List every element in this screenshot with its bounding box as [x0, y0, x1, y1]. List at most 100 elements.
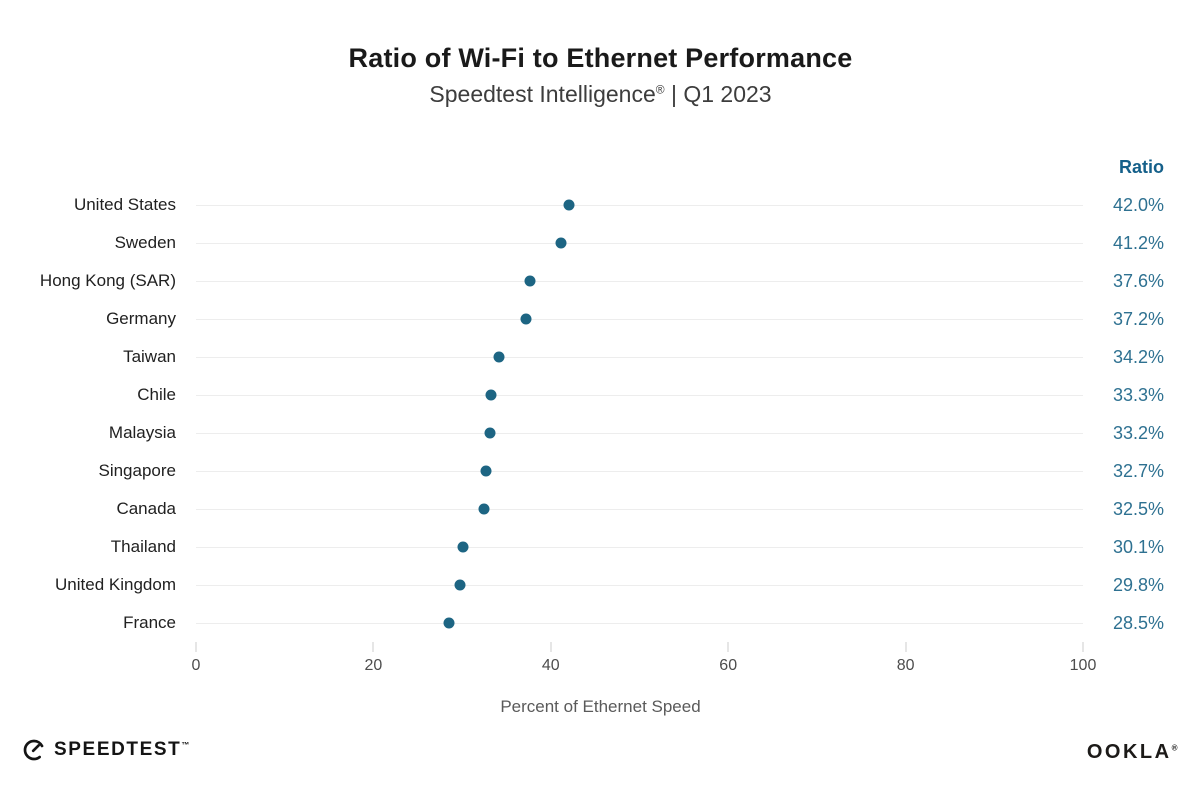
row-label: United Kingdom: [55, 575, 176, 594]
x-tick-mark: [905, 642, 907, 652]
chart-row: Canada 32.5%: [0, 490, 1201, 528]
data-point-dot: [480, 465, 492, 477]
data-point-dot: [457, 541, 469, 553]
row-ratio-value: 32.7%: [1112, 461, 1164, 481]
gridline: [196, 509, 1083, 510]
chart-row: United Kingdom 29.8%: [0, 566, 1201, 604]
row-track: [196, 604, 1083, 642]
gridline: [196, 205, 1083, 206]
gridline: [196, 357, 1083, 358]
row-track: [196, 186, 1083, 224]
gridline: [196, 433, 1083, 434]
x-tick-label: 40: [541, 657, 560, 674]
chart-row: Chile 33.3%: [0, 376, 1201, 414]
ookla-registered-mark: ®: [1171, 743, 1180, 753]
chart-row: Taiwan 34.2%: [0, 338, 1201, 376]
ookla-logo: OOKLA®: [1087, 741, 1180, 764]
row-label: Thailand: [110, 537, 176, 556]
row-track: [196, 338, 1083, 376]
x-axis: 0 20 40 60 80 100: [192, 642, 1096, 682]
row-track: [196, 566, 1083, 604]
speedtest-logo: SPEEDTEST™: [22, 738, 191, 762]
registered-mark: ®: [655, 82, 665, 97]
x-tick-label: 20: [364, 657, 383, 674]
ratio-column-header: Ratio: [1119, 157, 1164, 177]
row-label: Singapore: [98, 461, 176, 480]
x-tick-label: 60: [719, 657, 738, 674]
row-label: Chile: [137, 385, 176, 404]
row-ratio-value: 42.0%: [1112, 195, 1164, 215]
subtitle-brand: Speedtest Intelligence: [429, 81, 656, 107]
x-tick-label: 100: [1069, 657, 1097, 674]
data-point-dot: [555, 237, 567, 249]
row-ratio-value: 32.5%: [1112, 499, 1164, 519]
x-tick-mark: [372, 642, 374, 652]
row-label: Taiwan: [123, 347, 176, 366]
gridline: [196, 243, 1083, 244]
row-label: France: [123, 613, 176, 632]
row-label: United States: [73, 195, 176, 214]
data-point-dot: [493, 351, 505, 363]
gridline: [196, 471, 1083, 472]
row-track: [196, 452, 1083, 490]
row-ratio-value: 37.6%: [1112, 271, 1164, 291]
row-ratio-value: 41.2%: [1112, 233, 1164, 253]
row-ratio-value: 33.3%: [1112, 385, 1164, 405]
row-track: [196, 224, 1083, 262]
chart-rows: United States 42.0% Sweden 41.2% Hong Kong (…: [0, 186, 1201, 642]
x-tick-label: 0: [191, 657, 201, 674]
data-point-dot: [443, 617, 455, 629]
row-ratio-value: 30.1%: [1112, 537, 1164, 557]
data-point-dot: [454, 579, 466, 591]
row-track: [196, 300, 1083, 338]
chart-row: Sweden 41.2%: [0, 224, 1201, 262]
row-label: Sweden: [114, 233, 176, 252]
x-tick-mark: [1082, 642, 1084, 652]
chart-subtitle: Speedtest Intelligence® | Q1 2023: [0, 81, 1201, 108]
gridline: [196, 281, 1083, 282]
data-point-dot: [485, 389, 497, 401]
chart-row: United States 42.0%: [0, 186, 1201, 224]
row-label: Malaysia: [108, 423, 176, 442]
gridline: [196, 319, 1083, 320]
row-track: [196, 262, 1083, 300]
data-point-dot: [520, 313, 532, 325]
speedtest-wordmark: SPEEDTEST™: [54, 739, 191, 760]
data-point-dot: [484, 427, 496, 439]
chart-row: Malaysia 33.2%: [0, 414, 1201, 452]
row-ratio-value: 34.2%: [1112, 347, 1164, 367]
x-tick-mark: [550, 642, 552, 652]
row-track: [196, 528, 1083, 566]
subtitle-period: | Q1 2023: [664, 81, 772, 107]
chart-header: Ratio of Wi-Fi to Ethernet Performance S…: [0, 42, 1201, 108]
x-axis-title: Percent of Ethernet Speed: [500, 697, 701, 716]
row-track: [196, 490, 1083, 528]
x-tick-label: 80: [896, 657, 915, 674]
gridline: [196, 395, 1083, 396]
speedtest-gauge-icon: [23, 739, 45, 761]
gridline: [196, 585, 1083, 586]
ookla-wordmark: OOKLA®: [1086, 741, 1180, 763]
x-tick-mark: [727, 642, 729, 652]
row-label: Canada: [116, 499, 176, 518]
speedtest-trademark-mark: ™: [181, 740, 191, 750]
row-track: [196, 376, 1083, 414]
chart-row: France 28.5%: [0, 604, 1201, 642]
row-ratio-value: 28.5%: [1112, 613, 1164, 633]
chart-row: Germany 37.2%: [0, 300, 1201, 338]
x-tick-mark: [195, 642, 197, 652]
data-point-dot: [478, 503, 490, 515]
data-point-dot: [563, 199, 575, 211]
chart-row: Thailand 30.1%: [0, 528, 1201, 566]
row-label: Hong Kong (SAR): [39, 271, 176, 290]
row-label: Germany: [106, 309, 176, 328]
gridline: [196, 547, 1083, 548]
chart-row: Hong Kong (SAR) 37.6%: [0, 262, 1201, 300]
row-ratio-value: 33.2%: [1112, 423, 1164, 443]
chart-title: Ratio of Wi-Fi to Ethernet Performance: [348, 43, 853, 73]
row-ratio-value: 29.8%: [1112, 575, 1164, 595]
row-track: [196, 414, 1083, 452]
chart-row: Singapore 32.7%: [0, 452, 1201, 490]
row-ratio-value: 37.2%: [1112, 309, 1164, 329]
